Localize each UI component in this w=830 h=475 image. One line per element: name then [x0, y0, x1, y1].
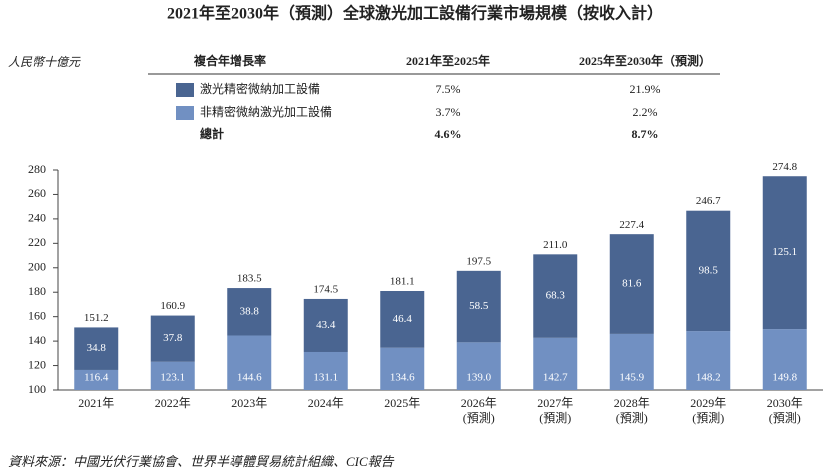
segment-label: 125.1: [772, 246, 797, 258]
bar-segment: [456, 342, 501, 390]
y-tick-label: 240: [28, 211, 46, 225]
bar-segment: [303, 351, 348, 390]
bar-segment: [380, 347, 425, 390]
bar-segment: [303, 298, 348, 352]
table-header: 2021年至2025年: [406, 53, 490, 68]
table-cell: 2.2%: [633, 105, 658, 119]
x-tick-label: 2023年: [231, 396, 267, 410]
legend-label: 激光精密微納加工設備: [200, 81, 320, 96]
segment-label: 145.9: [619, 372, 644, 384]
y-tick-label: 200: [28, 260, 46, 274]
total-label: 174.5: [313, 283, 338, 295]
source: 資料來源：中國光伏行業協會、世界半導體貿易統計組織、CIC報告: [8, 454, 395, 469]
y-tick-label: 280: [28, 162, 46, 176]
bar-segment: [227, 335, 272, 390]
x-tick-label: 2028年(預測): [614, 396, 650, 425]
y-tick-label: 180: [28, 284, 46, 298]
table-cell: 7.5%: [436, 82, 461, 96]
x-tick-label: 2025年: [384, 396, 420, 410]
total-label: 211.0: [543, 239, 568, 251]
segment-label: 81.6: [622, 278, 642, 290]
segment-label: 142.7: [543, 372, 568, 384]
bar-segment: [227, 288, 272, 336]
y-tick-label: 120: [28, 357, 46, 371]
bar-segment: [686, 331, 731, 390]
y-tick-label: 220: [28, 235, 46, 249]
table-total: 總計: [200, 126, 224, 141]
table-header: 2025年至2030年（預測）: [579, 53, 711, 68]
segment-label: 43.4: [316, 319, 336, 331]
segment-label: 144.6: [237, 372, 262, 384]
segment-label: 134.6: [390, 372, 415, 384]
segment-label: 38.8: [240, 305, 260, 317]
segment-label: 131.1: [313, 372, 338, 384]
bar-segment: [74, 369, 119, 390]
x-tick-label: 2022年: [155, 396, 191, 410]
segment-label: 116.4: [84, 372, 109, 384]
bar-segment: [686, 210, 731, 332]
bar-segment: [380, 291, 425, 348]
table-cell: 3.7%: [436, 105, 461, 119]
x-tick-label: 2024年: [308, 396, 344, 410]
y-tick-label: 140: [28, 333, 46, 347]
y-tick-label: 160: [28, 308, 46, 322]
y-tick-label: 100: [28, 382, 46, 396]
segment-label: 149.8: [772, 372, 797, 384]
bar-segment: [609, 234, 654, 334]
unit-label: 人民幣十億元: [8, 55, 81, 69]
bar-segment: [456, 270, 501, 343]
total-label: 151.2: [84, 312, 109, 324]
bar-segment: [74, 327, 119, 370]
bar-segment: [762, 329, 807, 390]
total-label: 246.7: [696, 195, 721, 207]
total-label: 183.5: [237, 272, 262, 284]
table-total: 8.7%: [632, 127, 659, 141]
bar-segment: [533, 337, 578, 390]
total-label: 274.8: [772, 161, 797, 173]
segment-label: 98.5: [699, 264, 719, 276]
segment-label: 37.8: [163, 332, 183, 344]
bar-segment: [150, 315, 195, 362]
chart-title: 2021年至2030年（預測）全球激光加工設備行業市場規模（按收入計）: [167, 4, 663, 23]
legend-swatch: [176, 106, 194, 120]
segment-label: 139.0: [466, 372, 491, 384]
segment-label: 123.1: [160, 372, 185, 384]
segment-label: 34.8: [87, 342, 107, 354]
table-cell: 21.9%: [630, 82, 661, 96]
x-tick-label: 2030年(預測): [767, 396, 803, 425]
bar-segment: [150, 361, 195, 390]
segment-label: 58.5: [469, 300, 489, 312]
x-tick-label: 2027年(預測): [537, 396, 573, 425]
bar-segment: [533, 254, 578, 338]
segment-label: 46.4: [393, 313, 413, 325]
segment-label: 68.3: [546, 290, 566, 302]
legend-label: 非精密微納激光加工設備: [200, 104, 332, 119]
table-total: 4.6%: [435, 127, 462, 141]
total-label: 160.9: [160, 300, 185, 312]
bar-segment: [609, 333, 654, 390]
total-label: 197.5: [466, 255, 491, 267]
x-tick-label: 2026年(預測): [461, 396, 497, 425]
segment-label: 148.2: [696, 372, 721, 384]
x-tick-label: 2021年: [78, 396, 114, 410]
x-tick-label: 2029年(預測): [690, 396, 726, 425]
table-header: 複合年增長率: [193, 53, 266, 68]
bar-segment: [762, 176, 807, 330]
total-label: 181.1: [390, 275, 415, 287]
total-label: 227.4: [619, 219, 644, 231]
legend-swatch: [176, 83, 194, 97]
y-tick-label: 260: [28, 186, 46, 200]
